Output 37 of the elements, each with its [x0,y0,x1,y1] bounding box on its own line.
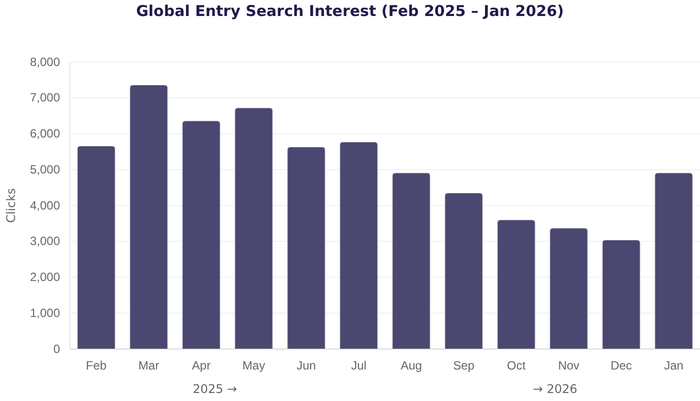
y-tick-label: 0 [53,342,60,356]
bar [496,219,536,350]
text: 2025 → [192,382,238,396]
y-tick-label: 4,000 [30,198,60,212]
bar [339,142,378,350]
chart-title: Global Entry Search Interest (Feb 2025 – Jan 2026) [136,2,564,20]
y-tick-label: 8,000 [30,54,60,69]
x-tick-label: Oct [506,358,526,373]
x-tick-label: Mar [138,358,160,373]
x-tick-label: Apr [192,358,211,373]
bar [602,239,641,350]
y-tick-label: 5,000 [30,162,60,176]
x-tick-label: Aug [400,358,422,373]
x-tick-label: Dec [610,358,632,373]
x-tick-label: Jun [296,358,316,373]
y-tick-label: 3,000 [30,234,60,248]
y-tick-label: 2,000 [30,270,60,284]
x-tick-label: Feb [86,358,107,373]
y-tick-label: 7,000 [30,90,60,105]
x-tick-label: May [242,358,266,373]
x-tick-label: Nov [558,358,580,373]
y-axis-title: Clicks [4,188,18,223]
bar [286,146,326,350]
y-tick-label: 6,000 [30,126,60,141]
bar [392,172,431,350]
bar [549,228,588,350]
x-tick-label: Sep [453,358,475,373]
bar [444,192,484,350]
x-tick-label: Jul [351,358,366,373]
bar [76,145,116,350]
y-tick-label: 1,000 [30,306,60,320]
bar [182,120,221,350]
text: → 2026 [532,382,578,396]
x-tick-label: Jan [664,358,684,373]
bar [129,84,168,350]
bar [654,172,694,350]
bar [234,107,274,350]
